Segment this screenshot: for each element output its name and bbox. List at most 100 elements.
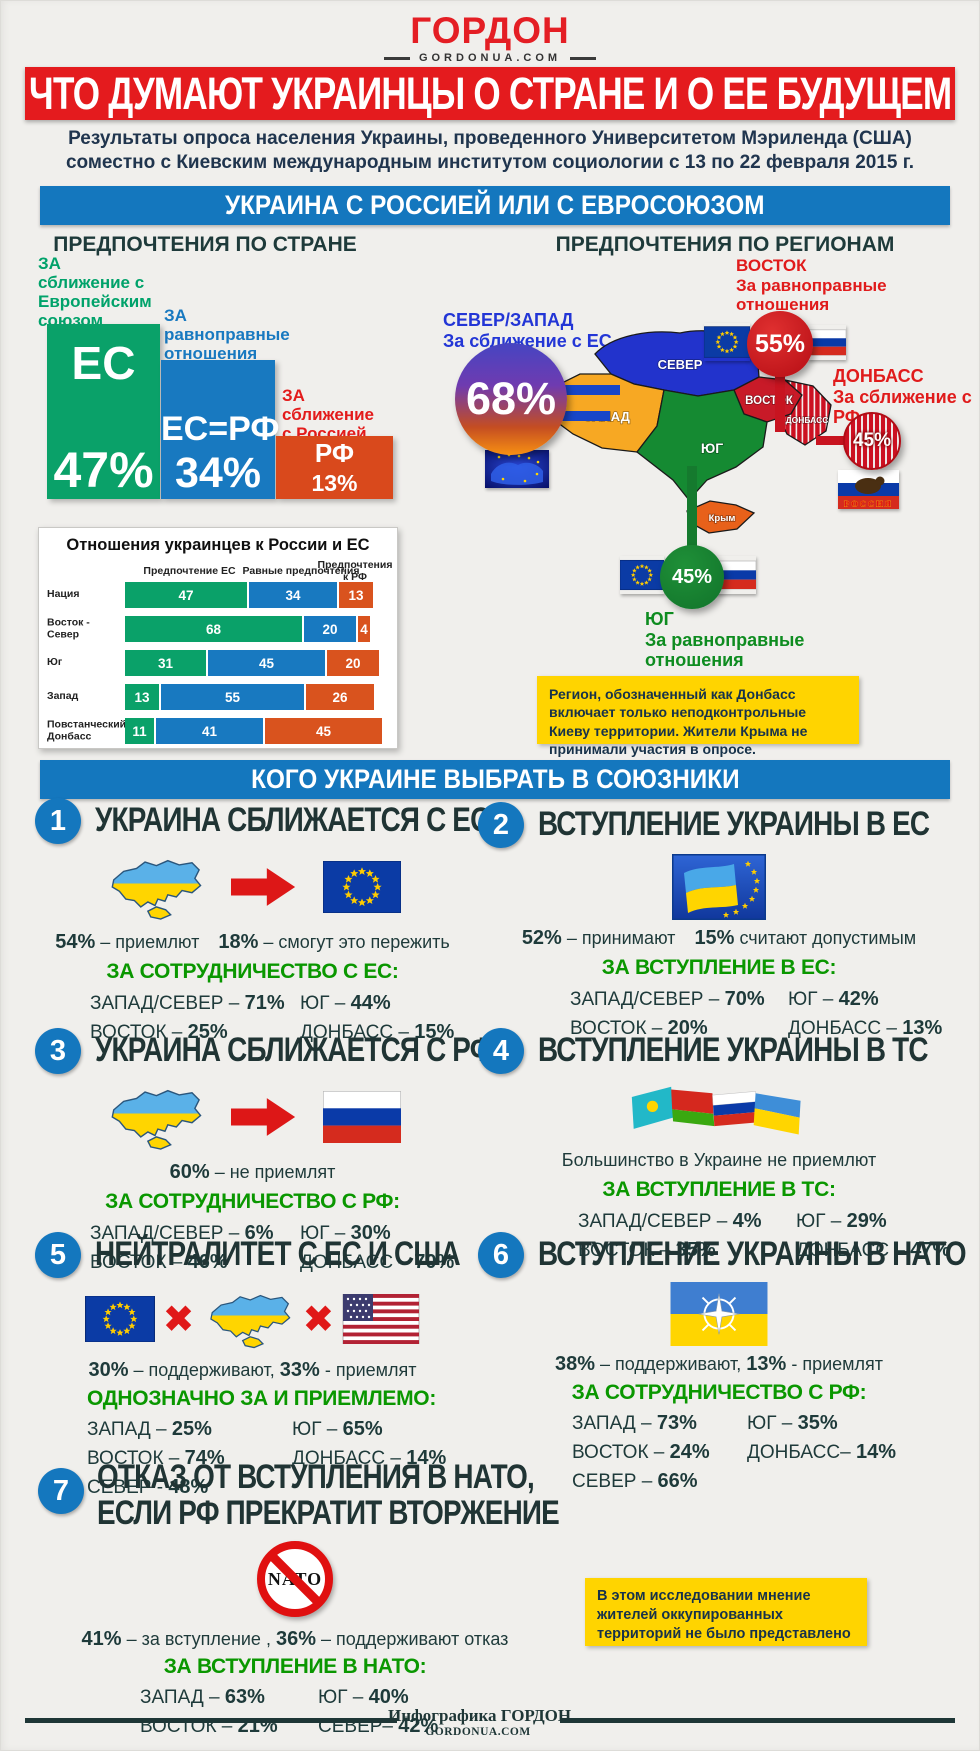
ally-item-6: 6 ВСТУПЛЕНИЕ УКРАИНЫ В НАТО 38% – поддер… bbox=[478, 1232, 967, 1493]
callout-east: ВОСТОК За равноправные отношения bbox=[736, 256, 887, 315]
stat: ЗАПАД – 73% bbox=[572, 1412, 697, 1434]
stat: ВОСТОК – 25% bbox=[90, 1021, 228, 1043]
attitudes-col-header-rf: Предпочтения к РФ bbox=[317, 559, 393, 584]
item-intro: Большинство в Украине не приемлют bbox=[561, 1150, 877, 1170]
eu-flag-icon bbox=[620, 556, 664, 594]
bar-eu: ЕС 47% bbox=[47, 324, 160, 499]
item-green-heading: ЗА СОТРУДНИЧЕСТВО С РФ: bbox=[571, 1381, 867, 1404]
item-intro: 54% – приемлют 18% – смогут это пережить bbox=[55, 931, 450, 953]
item-title: ВСТУПЛЕНИЕ УКРАИНЫ В НАТО bbox=[538, 1235, 967, 1274]
item-title: ВСТУПЛЕНИЕ УКРАИНЫ В ТС bbox=[538, 1031, 928, 1070]
main-title: ЧТО ДУМАЮТ УКРАИНЦЫ О СТРАНЕ И О ЕЕ БУДУ… bbox=[28, 67, 952, 119]
ukraine-nato-flag-image bbox=[670, 1282, 768, 1346]
ally-item-4: 4 ВСТУПЛЕНИЕ УКРАИНЫ В ТС Большинство в … bbox=[478, 1028, 960, 1262]
item-number-badge: 6 bbox=[478, 1232, 524, 1278]
circle-northwest-value: 68% bbox=[455, 343, 567, 455]
item-green-heading: ОДНОЗНАЧНО ЗА И ПРИЕМЛЕМО: bbox=[87, 1387, 437, 1410]
subtitle-line2: соместно с Киевским международным инстит… bbox=[65, 151, 915, 173]
bar-rf-abbr: РФ bbox=[314, 438, 355, 468]
stat: СЕВЕР – 66% bbox=[572, 1470, 698, 1492]
occupied-territories-note: В этом исследовании мнение жителей оккуп… bbox=[585, 1578, 867, 1646]
item-green-heading: ЗА ВСТУПЛЕНИЕ В ЕС: bbox=[601, 956, 837, 979]
attitudes-row-south: Юг 31 45 20 bbox=[39, 650, 397, 676]
usa-flag-icon bbox=[342, 1294, 420, 1344]
no-nato-sign-icon: NATO bbox=[257, 1541, 333, 1618]
item-intro: 38% – поддерживают, 13% - приемлят bbox=[554, 1353, 884, 1375]
item-green-heading: ЗА СОТРУДНИЧЕСТВО С ЕС: bbox=[106, 960, 399, 983]
ally-item-3: 3 УКРАИНА СБЛИЖАЕТСЯ С РФ 60% – не прием… bbox=[35, 1028, 494, 1274]
stat: ДОНБАСС– 14% bbox=[747, 1441, 896, 1463]
eu-flag-icon bbox=[704, 323, 750, 361]
stat: ДОНБАСС – 47% bbox=[796, 1238, 951, 1261]
stat: ЮГ – 65% bbox=[292, 1418, 383, 1440]
section-banner-allies: КОГО УКРАИНЕ ВЫБРАТЬ В СОЮЗНИКИ bbox=[40, 760, 950, 799]
item-title: НЕЙТРАЛИТЕТ С ЕС И США bbox=[95, 1235, 461, 1274]
connector-north bbox=[558, 385, 620, 395]
attitudes-chart-title: Отношения украинцев к России и ЕС bbox=[66, 536, 370, 554]
svg-text:ЮГ: ЮГ bbox=[701, 440, 723, 456]
logo-dash-left bbox=[383, 56, 410, 60]
item-intro: 52% – принимают 15% считают допустимым bbox=[521, 927, 917, 949]
circle-south-value: 45% bbox=[660, 545, 724, 609]
bar-equal: ЕС=РФ 34% bbox=[161, 360, 279, 499]
stat: ДОНБАСС – 15% bbox=[300, 1021, 455, 1043]
attitudes-chart-card: Отношения украинцев к России и ЕС Предпо… bbox=[38, 527, 398, 749]
stat: ВОСТОК – 35% bbox=[578, 1238, 716, 1261]
ukraine-map-icon bbox=[111, 1089, 201, 1150]
russia-flag-icon bbox=[322, 1091, 401, 1143]
ally-item-2: 2 ВСТУПЛЕНИЕ УКРАИНЫ В ЕС 52% – принима bbox=[478, 802, 960, 1040]
stat: ЗАПАД – 63% bbox=[140, 1686, 265, 1709]
item-title-line1: ОТКАЗ ОТ ВСТУПЛЕНИЯ В НАТО, bbox=[97, 1458, 535, 1496]
donbass-note: Регион, обозначенный как Донбасс включае… bbox=[537, 676, 859, 757]
attitudes-row-east-north: Восток - Север 68 20 4 bbox=[39, 616, 397, 642]
stat: ВОСТОК – 24% bbox=[572, 1441, 710, 1463]
russia-flag-icon bbox=[808, 325, 846, 360]
stat: ЗАПАД – 25% bbox=[87, 1418, 212, 1440]
bar-eu-abbr: ЕС bbox=[71, 337, 136, 389]
stat: СЕВЕР - 48% bbox=[87, 1476, 209, 1498]
connector-east bbox=[775, 374, 785, 432]
item-title: УКРАИНА СБЛИЖАЕТСЯ С РФ bbox=[95, 1031, 494, 1070]
item-intro: 41% – за вступление , 36% – поддерживают… bbox=[81, 1628, 509, 1651]
eu-flag-icon bbox=[323, 861, 401, 913]
item-green-heading: ЗА СОТРУДНИЧЕСТВО С РФ: bbox=[105, 1190, 400, 1213]
ally-item-5: 5 НЕЙТРАЛИТЕТ С ЕС И США ✖ ✖ 30% – подде… bbox=[35, 1232, 470, 1499]
connector-donbass bbox=[816, 436, 850, 445]
stat: ВОСТОК – 20% bbox=[570, 1017, 708, 1039]
customs-union-flags-image bbox=[631, 1086, 801, 1135]
stat: ЮГ – 42% bbox=[788, 988, 879, 1010]
connector-south bbox=[687, 466, 697, 550]
footer-rule-right bbox=[560, 1718, 955, 1723]
item-green-heading: ЗА ВСТУПЛЕНИЕ В НАТО: bbox=[163, 1655, 427, 1679]
stat: ВОСТОК – 74% bbox=[87, 1447, 225, 1469]
stat: ЗАПАД/СЕВЕР – 71% bbox=[90, 992, 285, 1014]
ukraine-eu-flag-image bbox=[672, 854, 766, 920]
logo-brand: ГОРДОН bbox=[410, 10, 570, 51]
item-number-badge: 5 bbox=[35, 1232, 81, 1278]
stat: ЮГ – 30% bbox=[300, 1222, 391, 1244]
svg-text:Крым: Крым bbox=[709, 513, 736, 524]
stat: ЮГ – 29% bbox=[796, 1209, 887, 1232]
svg-text:РОССИЯ: РОССИЯ bbox=[844, 499, 893, 509]
attitudes-col-header-eu: Предпочтение ЕС bbox=[143, 565, 236, 577]
x-icon: ✖ bbox=[302, 1297, 335, 1341]
eu-map-image bbox=[485, 450, 549, 488]
stat: ВОСТОК – 46% bbox=[90, 1251, 228, 1273]
section-banner-union: УКРАИНА С РОССИЕЙ ИЛИ С ЕВРОСОЮЗОМ bbox=[40, 186, 950, 225]
connector-west bbox=[558, 411, 610, 421]
attitudes-row-donbass: Повстанческий Донбасс 11 41 45 bbox=[39, 718, 397, 744]
callout-south: ЮГ За равноправные отношения bbox=[645, 609, 805, 671]
ally-item-1: 1 УКРАИНА СБЛИЖАЕТСЯ С ЕС 54% – приемлют… bbox=[35, 798, 490, 1044]
logo-site: GORDONUA.COM bbox=[418, 52, 562, 64]
ukraine-map-icon bbox=[209, 1294, 290, 1349]
eu-flag-icon bbox=[85, 1296, 155, 1342]
stat: ЗАПАД/СЕВЕР – 6% bbox=[90, 1222, 274, 1244]
logo-dash-right bbox=[570, 56, 597, 60]
svg-text:СЕВЕР: СЕВЕР bbox=[658, 357, 703, 372]
svg-text:ВОСТОК: ВОСТОК bbox=[745, 395, 794, 407]
item-number-badge: 4 bbox=[478, 1028, 524, 1074]
subtitle-line1: Результаты опроса населения Украины, про… bbox=[68, 128, 912, 149]
arrow-right-icon bbox=[230, 1098, 295, 1136]
item-intro: 60% – не приемлят bbox=[169, 1161, 336, 1183]
stat: ЮГ – 35% bbox=[747, 1412, 838, 1434]
